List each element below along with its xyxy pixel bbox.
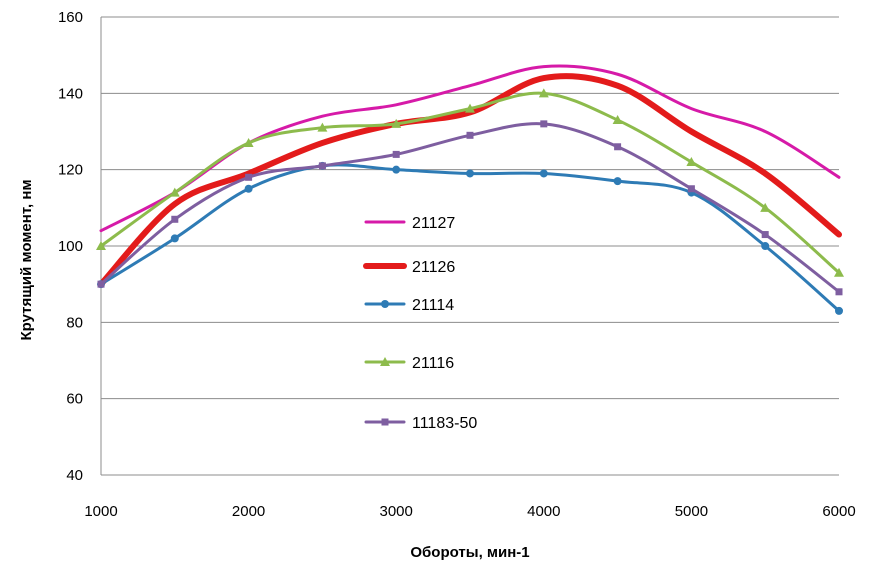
series-21114-point (835, 306, 843, 315)
series-11183-50-point (835, 288, 843, 296)
series-21116-point (760, 202, 771, 212)
y-tick-label: 60 (66, 391, 83, 408)
series-21114-point (539, 169, 548, 178)
series-21116-point (834, 267, 844, 277)
series-21114-point (613, 177, 622, 186)
legend-21114-label: 21114 (412, 297, 454, 314)
y-tick-label: 160 (58, 9, 83, 26)
series-21116-point (169, 187, 180, 197)
series-21114-point (392, 165, 401, 174)
x-tick-label: 4000 (527, 503, 560, 520)
legend: 21127 21126 21114 21116 11183-50 (363, 215, 477, 432)
series-21114-point (170, 234, 179, 243)
series-11183-50-point (687, 185, 695, 193)
legend-11183-50-label: 11183-50 (412, 415, 477, 432)
series-21116-point (465, 103, 475, 113)
legend-21114-marker (381, 300, 389, 308)
series-21114-point (466, 169, 474, 178)
series-21114-point (761, 242, 770, 250)
x-tick-label: 2000 (232, 503, 265, 520)
series-11183-50-point (171, 215, 179, 223)
series-21116-point (686, 157, 697, 167)
y-axis-ticks: 40 60 80 100 120 140 160 (58, 9, 83, 484)
series-21116-point (243, 137, 254, 147)
series-11183-50-point (614, 143, 622, 151)
x-axis-ticks: 1000 2000 3000 4000 5000 6000 (84, 503, 855, 520)
series-11183-50-point (97, 280, 105, 288)
series-11183-50-point (540, 120, 548, 128)
series-group (96, 64, 844, 315)
series-21116-point (612, 115, 623, 125)
x-tick-label: 3000 (380, 503, 413, 520)
legend-11183-50-marker (381, 418, 389, 426)
x-axis-label: Обороты, мин-1 (410, 544, 529, 561)
x-tick-label: 1000 (84, 503, 117, 520)
series-21114-point (244, 184, 253, 193)
legend-21126-label: 21126 (412, 259, 455, 276)
series-11183-50-point (761, 231, 769, 239)
series-21116-point (317, 122, 328, 132)
x-tick-label: 5000 (675, 503, 708, 520)
series-11183-50-point (392, 150, 400, 158)
y-axis-label: Крутящий момент, нм (18, 179, 35, 340)
y-tick-label: 100 (58, 238, 83, 255)
series-21116-point (538, 88, 549, 98)
y-tick-label: 120 (58, 162, 83, 179)
series-21116-point (96, 241, 106, 250)
legend-21116-label: 21116 (412, 355, 454, 372)
y-tick-label: 40 (66, 467, 83, 484)
x-tick-label: 6000 (822, 503, 855, 520)
series-21116-point (391, 118, 402, 128)
y-tick-label: 80 (66, 314, 83, 331)
series-11183-50-point (245, 173, 253, 181)
legend-21116-marker (380, 357, 390, 366)
series-11183-50-point (466, 131, 474, 139)
y-tick-label: 140 (58, 85, 83, 102)
series-11183-50-point (318, 162, 326, 170)
legend-21127-label: 21127 (412, 215, 455, 232)
